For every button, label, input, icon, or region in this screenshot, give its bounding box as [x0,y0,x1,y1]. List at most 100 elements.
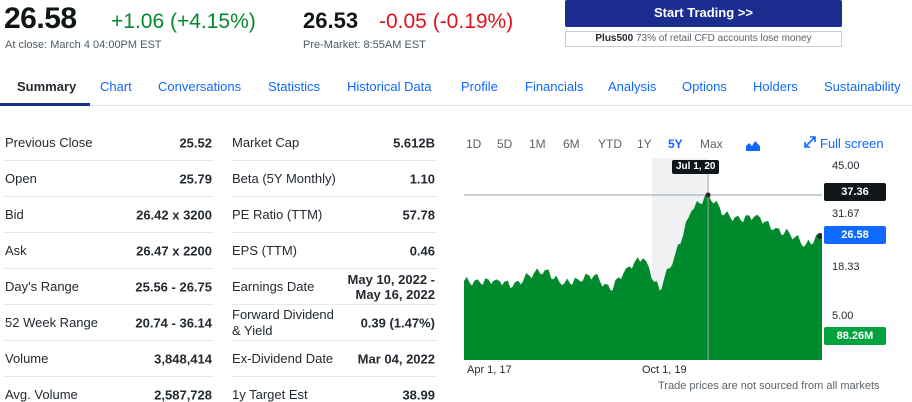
stat-value: 3,848,414 [154,351,212,366]
ad-brand: Plus500 [595,33,634,44]
tab-financials[interactable]: Financials [525,79,584,94]
ad-disclaimer: Plus500 73% of retail CFD accounts lose … [565,31,842,47]
range-1y-button[interactable]: 1Y [637,137,652,151]
price-area [464,195,822,360]
volume-tag: 88.26M [824,327,886,345]
last-price-tag: 26.58 [824,226,886,244]
tab-summary[interactable]: Summary [17,79,77,94]
close-timestamp: At close: March 4 04:00PM EST [5,39,162,51]
crosshair-price-tag: 37.36 [824,183,886,201]
tab-sustainability[interactable]: Sustainability [824,79,901,94]
stat-label: Forward Dividend & Yield [232,306,334,338]
tab-holders[interactable]: Holders [753,79,798,94]
table-row: 52 Week Range 20.74 - 36.14 [4,305,214,341]
range-5d-button[interactable]: 5D [497,137,513,151]
expand-icon [804,136,816,148]
stat-value: 0.39 (1.47%) [360,315,435,330]
stat-value: 0.46 [409,243,435,258]
price-chart[interactable] [464,158,822,360]
quote-nav-tabs: Summary Chart Conversations Statistics H… [0,70,912,106]
range-6m-button[interactable]: 6M [563,137,580,151]
tab-analysis[interactable]: Analysis [608,79,657,94]
tab-statistics[interactable]: Statistics [268,79,321,94]
full-screen-label: Full screen [820,136,884,151]
table-row: Ask 26.47 x 2200 [4,233,214,269]
stat-label: Earnings Date [232,278,315,294]
range-1d-button[interactable]: 1D [466,137,482,151]
ad-disclaimer-text: 73% of retail CFD accounts lose money [635,33,812,44]
mountain-chart-icon[interactable] [746,138,760,152]
y-tick-label: 5.00 [832,310,854,322]
table-row: Day's Range 25.56 - 26.75 [4,269,214,305]
stat-value: 5.612B [393,135,435,150]
stat-label: Volume [5,350,49,366]
table-row: Forward Dividend & Yield 0.39 (1.47%) [231,305,437,341]
stat-label: 52 Week Range [5,314,98,330]
last-price: 26.58 [4,2,77,35]
range-1m-button[interactable]: 1M [529,137,546,151]
stat-label: Day's Range [5,278,80,294]
y-tick-label: 31.67 [832,208,860,220]
table-row: Volume 3,848,414 [4,341,214,377]
table-row: Open 25.79 [4,161,214,197]
active-tab-indicator [0,103,90,106]
table-row: Ex-Dividend Date Mar 04, 2022 [231,341,437,377]
x-tick-label: Oct 1, 19 [642,364,687,376]
stat-label: Ask [5,242,27,258]
tab-profile[interactable]: Profile [461,79,498,94]
stat-value: 2,587,728 [154,387,212,402]
stat-label: Ex-Dividend Date [232,350,334,366]
stat-value: 38.99 [402,387,435,402]
table-row: EPS (TTM) 0.46 [231,233,437,269]
chart-source-note: Trade prices are not sourced from all ma… [658,380,880,392]
y-tick-label: 18.33 [832,261,860,273]
stat-value: May 10, 2022 - May 16, 2022 [347,271,435,302]
table-row: Beta (5Y Monthly) 1.10 [231,161,437,197]
crosshair-date-tag: Jul 1, 20 [672,160,720,174]
stat-value: 57.78 [402,207,435,222]
range-max-button[interactable]: Max [700,137,723,151]
stat-value: 26.47 x 2200 [136,243,212,258]
table-row: Avg. Volume 2,587,728 [4,377,214,402]
tab-options[interactable]: Options [682,79,727,94]
stat-label: Beta (5Y Monthly) [232,170,336,186]
stat-value: 20.74 - 36.14 [135,315,212,330]
stat-value: 25.52 [179,135,212,150]
price-change: +1.06 (+4.15%) [111,10,256,33]
stat-label: Open [5,170,37,186]
table-row: Previous Close 25.52 [4,125,214,161]
crosshair-dot [705,192,711,198]
tab-chart[interactable]: Chart [100,79,132,94]
summary-table-right: Market Cap 5.612B Beta (5Y Monthly) 1.10… [231,125,437,402]
y-tick-label: 45.00 [832,160,860,172]
summary-table-left: Previous Close 25.52 Open 25.79 Bid 26.4… [4,125,214,402]
stat-value: 1.10 [409,171,435,186]
tab-historical-data[interactable]: Historical Data [347,79,432,94]
stat-label: Avg. Volume [5,386,78,402]
range-5y-button[interactable]: 5Y [668,137,683,151]
premarket-change: -0.05 (-0.19%) [379,10,514,33]
premarket-timestamp: Pre-Market: 8:55AM EST [303,39,426,51]
table-row: PE Ratio (TTM) 57.78 [231,197,437,233]
stat-label: Bid [5,206,24,222]
table-row: Market Cap 5.612B [231,125,437,161]
full-screen-button[interactable]: Full screen [804,136,884,151]
tab-conversations[interactable]: Conversations [158,79,242,94]
table-row: Earnings Date May 10, 2022 - May 16, 202… [231,269,437,305]
price-line [464,194,822,293]
stat-label: PE Ratio (TTM) [232,206,323,222]
range-ytd-button[interactable]: YTD [598,137,622,151]
stat-label: Previous Close [5,134,93,150]
x-tick-label: Apr 1, 17 [467,364,512,376]
stat-value: 26.42 x 3200 [136,207,212,222]
stat-value: 25.79 [179,171,212,186]
last-price-dot [817,232,822,239]
stat-label: EPS (TTM) [232,242,297,258]
stat-value: 25.56 - 26.75 [135,279,212,294]
quote-header: 26.58 +1.06 (+4.15%) At close: March 4 0… [4,0,554,56]
premarket-price: 26.53 [303,8,359,33]
table-row: 1y Target Est 38.99 [231,377,437,402]
start-trading-button[interactable]: Start Trading >> [565,0,842,27]
stat-value: Mar 04, 2022 [357,351,435,366]
stat-label: Market Cap [232,134,300,150]
